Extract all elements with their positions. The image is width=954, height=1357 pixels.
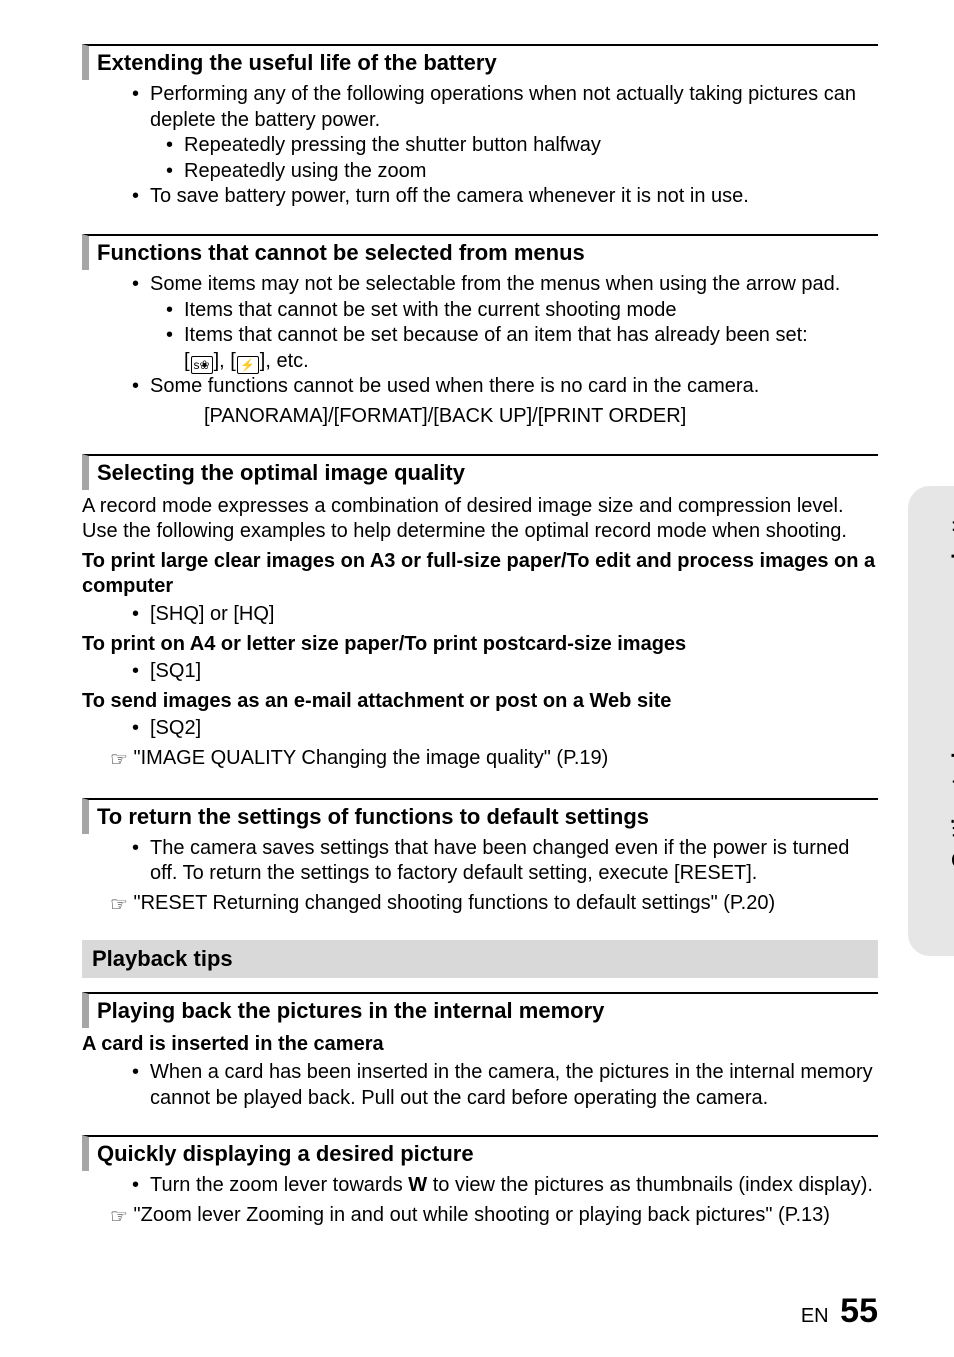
sec2-b2-line: [PANORAMA]/[FORMAT]/[BACK UP]/[PRINT ORD… (204, 404, 876, 430)
sec1-b2: To save battery power, turn off the came… (130, 184, 876, 210)
sec5-b1: When a card has been inserted in the cam… (130, 1060, 876, 1111)
sec3-h3: To send images as an e-mail attachment o… (82, 689, 878, 715)
sec6-ref-text: "Zoom lever Zooming in and out while sho… (134, 1204, 830, 1226)
sec2-b2: Some functions cannot be used when there… (130, 374, 876, 400)
footer: EN 55 (801, 1292, 878, 1331)
sec3-h1: To print large clear images on A3 or ful… (82, 549, 878, 600)
side-tab-label: Getting to know your camera better (947, 498, 954, 868)
heading-internal-memory: Playing back the pictures in the interna… (82, 992, 878, 1028)
sec2-body: Some items may not be selectable from th… (82, 270, 878, 430)
sec1-b1: Performing any of the following operatio… (130, 82, 876, 133)
sec1-b1b: Repeatedly using the zoom (164, 159, 876, 185)
sec1-body: Performing any of the following operatio… (82, 80, 878, 210)
sec3-ref-text: "IMAGE QUALITY Changing the image qualit… (134, 747, 609, 769)
sec6-b1-pre: Turn the zoom lever towards (150, 1174, 408, 1196)
bracket-close-1: ], (214, 350, 231, 372)
sec2-b1b-tail: , etc. (265, 350, 308, 372)
sec6-ref: ☞ "Zoom lever Zooming in and out while s… (110, 1203, 878, 1231)
sec3-intro: A record mode expresses a combination of… (82, 494, 878, 545)
pointer-icon: ☞ (110, 1206, 128, 1228)
sec3-h3b: [SQ2] (130, 716, 876, 742)
sec4-b1: The camera saves settings that have been… (130, 836, 876, 887)
sec4-ref-text: "RESET Returning changed shooting functi… (134, 892, 776, 914)
heading-quick-display: Quickly displaying a desired picture (82, 1135, 878, 1171)
heading-battery-life: Extending the useful life of the battery (82, 44, 878, 80)
sec6-b1-post: to view the pictures as thumbnails (inde… (427, 1174, 873, 1196)
heading-image-quality: Selecting the optimal image quality (82, 454, 878, 490)
sec3-h2b: [SQ1] (130, 659, 876, 685)
footer-page-number: 55 (840, 1292, 878, 1330)
sec2-b1: Some items may not be selectable from th… (130, 272, 876, 298)
heading-menu-functions: Functions that cannot be selected from m… (82, 234, 878, 270)
sec6-b1-bold: W (408, 1174, 427, 1196)
bracket-open-1: [ (184, 350, 190, 372)
sec2-b1a: Items that cannot be set with the curren… (164, 298, 876, 324)
heading-default-settings: To return the settings of functions to d… (82, 798, 878, 834)
sec4-ref: ☞ "RESET Returning changed shooting func… (110, 891, 878, 919)
sec2-b1b-text: Items that cannot be set because of an i… (184, 324, 808, 346)
flash-icon: ⚡ (237, 356, 259, 374)
sec5-sub: A card is inserted in the camera (82, 1032, 878, 1058)
pointer-icon: ☞ (110, 894, 128, 916)
sec3-h1b: [SHQ] or [HQ] (130, 602, 876, 628)
pointer-icon: ☞ (110, 749, 128, 771)
sec2-b1b: Items that cannot be set because of an i… (164, 323, 876, 374)
page: Getting to know your camera better Exten… (0, 0, 954, 1357)
sec3-h2: To print on A4 or letter size paper/To p… (82, 632, 878, 658)
sec3-ref: ☞ "IMAGE QUALITY Changing the image qual… (110, 746, 878, 774)
sec6-b1: Turn the zoom lever towards W to view th… (130, 1173, 876, 1199)
footer-lang: EN (801, 1305, 829, 1327)
heading-playback-tips: Playback tips (82, 940, 878, 978)
bracket-open-2: [ (230, 350, 236, 372)
macro-icon: s❀ (191, 356, 213, 374)
sec1-b1a: Repeatedly pressing the shutter button h… (164, 133, 876, 159)
